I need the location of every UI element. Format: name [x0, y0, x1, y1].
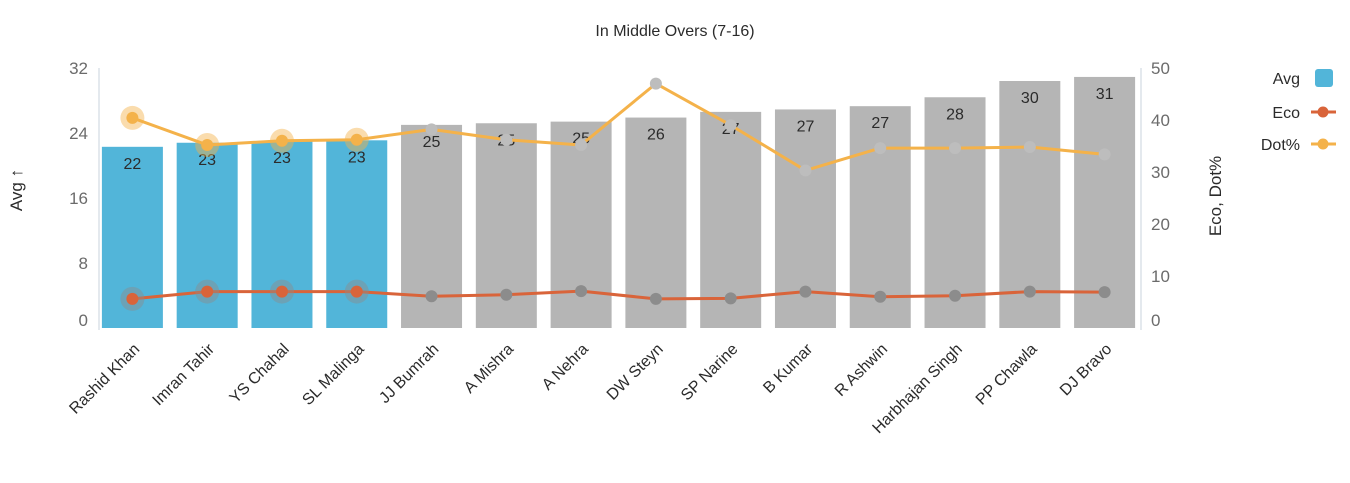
bar-value-label: 26 — [647, 127, 665, 144]
dot-marker[interactable] — [949, 142, 962, 155]
right-axis-ticks: 0 10 20 30 40 50 — [1151, 59, 1170, 330]
grid — [98, 68, 1142, 330]
bar-value-label: 23 — [348, 149, 366, 166]
x-tick-label: R Ashwin — [832, 341, 891, 400]
dot-marker[interactable] — [1023, 141, 1036, 154]
dot-marker[interactable] — [126, 111, 139, 124]
bar-value-label: 27 — [797, 118, 815, 135]
eco-marker[interactable] — [425, 290, 438, 303]
dot-marker[interactable] — [500, 133, 513, 146]
dot-marker[interactable] — [425, 123, 438, 136]
dot-marker[interactable] — [1098, 148, 1111, 161]
legend[interactable]: Avg Eco Dot% — [1261, 69, 1336, 154]
y2-tick-label: 40 — [1151, 111, 1170, 130]
dot-line — [131, 82, 1105, 172]
legend-swatch-marker — [1317, 106, 1329, 118]
chart-title: In Middle Overs (7-16) — [595, 23, 754, 40]
y-tick-label: 8 — [79, 254, 88, 273]
bar-labels: 2223232325252526272727283031 — [123, 86, 1113, 173]
x-axis-labels: Rashid Khan Imran Tahir YS Chahal SL Maling… — [66, 340, 1115, 437]
x-tick-label: SL Malinga — [299, 341, 367, 409]
legend-swatch — [1315, 69, 1333, 87]
eco-marker[interactable] — [350, 285, 363, 298]
eco-marker[interactable] — [126, 292, 139, 305]
dot-marker[interactable] — [874, 142, 887, 155]
eco-marker[interactable] — [275, 285, 288, 298]
x-tick-label: DJ Bravo — [1057, 341, 1116, 400]
eco-marker[interactable] — [1023, 285, 1036, 298]
dot-marker[interactable] — [649, 77, 662, 90]
x-tick-label: A Mishra — [461, 341, 517, 397]
lines — [120, 77, 1111, 311]
y2-tick-label: 50 — [1151, 59, 1170, 78]
y2-tick-label: 20 — [1151, 215, 1170, 234]
legend-swatch-marker — [1317, 138, 1329, 150]
y2-tick-label: 0 — [1151, 311, 1160, 330]
dot-marker[interactable] — [201, 138, 214, 151]
x-tick-label: JJ Bumrah — [376, 341, 442, 407]
legend-label: Eco — [1272, 105, 1300, 122]
eco-marker[interactable] — [724, 292, 737, 305]
dot-marker[interactable] — [350, 133, 363, 146]
x-tick-label: PP Chawla — [973, 341, 1041, 409]
eco-marker[interactable] — [201, 285, 214, 298]
bar-value-label: 27 — [871, 115, 889, 132]
y2-axis-title: Eco, Dot% — [1206, 156, 1225, 236]
x-tick-label: Imran Tahir — [150, 340, 219, 409]
x-tick-label: SP Narine — [678, 341, 741, 404]
bar[interactable] — [700, 111, 762, 328]
bar-value-label: 30 — [1021, 90, 1039, 107]
bar[interactable] — [924, 97, 986, 328]
eco-marker[interactable] — [1098, 286, 1111, 299]
bar-value-label: 23 — [198, 152, 216, 169]
eco-marker[interactable] — [799, 285, 812, 298]
eco-marker[interactable] — [649, 292, 662, 305]
y-tick-label: 32 — [69, 59, 88, 78]
y-tick-label: 24 — [69, 124, 88, 143]
bar-value-label: 31 — [1096, 86, 1114, 103]
eco-marker[interactable] — [874, 290, 887, 303]
x-tick-label: Rashid Khan — [66, 341, 143, 418]
legend-label: Avg — [1273, 71, 1300, 88]
x-tick-label: B Kumar — [760, 340, 817, 397]
bar-value-label: 25 — [423, 134, 441, 151]
bar-value-label: 22 — [123, 156, 141, 173]
dot-marker[interactable] — [799, 164, 812, 177]
x-tick-label: A Nehra — [539, 341, 592, 394]
y2-tick-label: 30 — [1151, 163, 1170, 182]
eco-marker[interactable] — [949, 289, 962, 302]
left-axis-ticks: 0 8 16 24 32 — [69, 59, 88, 330]
x-tick-label: YS Chahal — [227, 341, 293, 407]
y-tick-label: 16 — [69, 189, 88, 208]
bar-value-label: 28 — [946, 106, 964, 123]
y-axis-title: Avg ↑ — [7, 169, 26, 211]
eco-line — [132, 289, 1105, 301]
y-tick-label: 0 — [79, 311, 88, 330]
dot-marker[interactable] — [724, 119, 737, 132]
y2-tick-label: 10 — [1151, 267, 1170, 286]
bar-value-label: 23 — [273, 150, 291, 167]
eco-marker[interactable] — [500, 288, 513, 301]
legend-label: Dot% — [1261, 137, 1300, 154]
dot-marker[interactable] — [275, 134, 288, 147]
x-tick-label: DW Steyn — [604, 341, 667, 404]
eco-marker[interactable] — [575, 285, 588, 298]
dot-marker[interactable] — [575, 138, 588, 151]
